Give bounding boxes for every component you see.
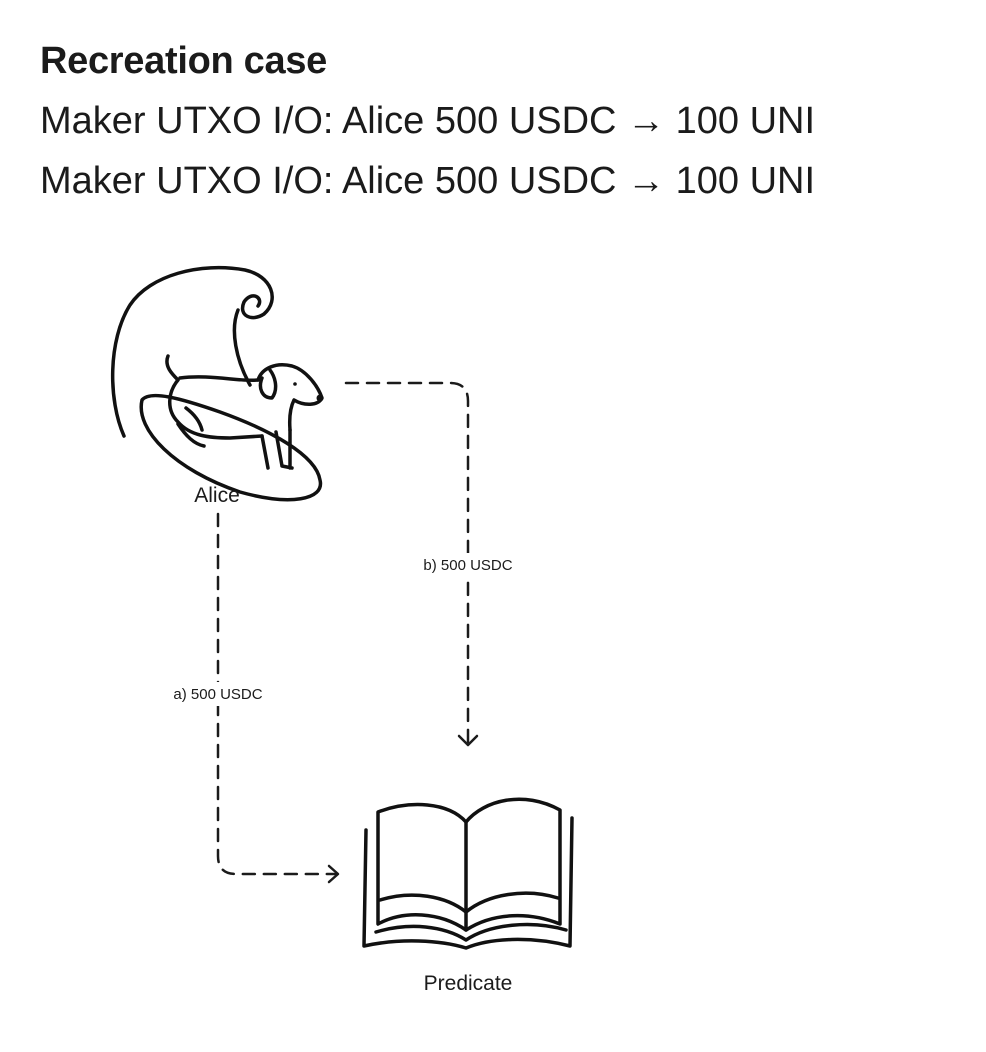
edge-b-label-bg <box>414 553 522 577</box>
edge-a <box>216 512 340 884</box>
open-book-icon <box>362 797 574 950</box>
edge-a-label: a) 500 USDC <box>173 686 262 703</box>
subtitle-line-2: Maker UTXO I/O: Alice 500 USDC → 100 UNI <box>40 160 816 202</box>
subtitle-line-1: Maker UTXO I/O: Alice 500 USDC → 100 UNI <box>40 100 816 142</box>
edge-a-label-bg <box>166 682 270 706</box>
page-title: Recreation case <box>40 40 327 82</box>
node-label-alice: Alice <box>194 484 240 507</box>
edge-b-label: b) 500 USDC <box>423 557 512 574</box>
dog-on-surfboard-icon <box>111 265 324 502</box>
edge-b <box>344 381 479 747</box>
node-label-predicate: Predicate <box>424 972 513 995</box>
